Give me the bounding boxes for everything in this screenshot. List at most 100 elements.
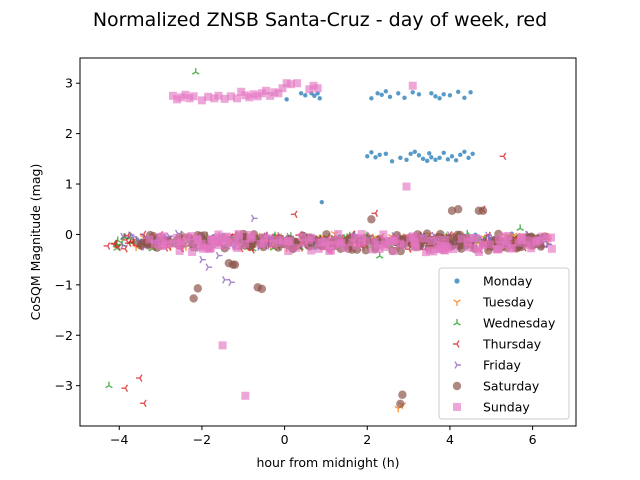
data-point xyxy=(197,96,206,105)
data-point xyxy=(274,89,283,98)
data-point xyxy=(136,241,145,250)
data-point xyxy=(189,92,198,101)
data-point xyxy=(215,251,223,260)
data-point xyxy=(463,243,472,252)
data-point xyxy=(357,238,366,247)
data-point xyxy=(368,245,377,254)
data-point xyxy=(462,149,467,154)
data-point xyxy=(398,390,407,399)
data-point xyxy=(478,240,487,249)
data-point xyxy=(322,230,331,239)
data-point xyxy=(447,93,453,98)
data-point xyxy=(474,248,483,257)
data-point xyxy=(402,95,407,101)
data-point xyxy=(516,224,525,231)
data-point xyxy=(369,96,374,101)
x-tick-label: 0 xyxy=(281,432,289,447)
data-point xyxy=(429,91,434,96)
data-point xyxy=(286,80,295,89)
legend-marker xyxy=(453,340,460,348)
data-point xyxy=(257,284,267,294)
data-point xyxy=(210,238,219,247)
data-point xyxy=(408,81,417,90)
data-point xyxy=(230,260,240,269)
data-point xyxy=(498,232,507,241)
data-point xyxy=(453,158,459,163)
data-point xyxy=(504,232,513,241)
legend-label: Wednesday xyxy=(483,316,556,331)
data-point xyxy=(425,158,430,164)
data-point xyxy=(120,232,127,241)
data-point xyxy=(341,243,350,252)
data-point xyxy=(449,245,458,254)
data-point xyxy=(319,199,324,205)
data-point xyxy=(443,243,452,252)
data-point xyxy=(357,230,366,239)
data-point xyxy=(445,157,451,162)
y-axis-label: CoSQM Magnitude (mag) xyxy=(28,164,43,321)
data-point xyxy=(206,243,215,252)
legend-marker xyxy=(454,278,460,284)
data-point xyxy=(470,151,475,156)
legend-box xyxy=(438,267,570,420)
data-point xyxy=(389,159,395,164)
data-point xyxy=(416,92,422,97)
data-point xyxy=(172,233,181,242)
data-point xyxy=(198,244,207,253)
data-point xyxy=(293,79,301,88)
data-point xyxy=(377,152,382,157)
legend-label: Friday xyxy=(483,358,521,373)
data-point xyxy=(110,239,117,248)
legend: Monday Tuesday Wednesday Thursday Friday Satu… xyxy=(438,267,570,420)
data-point xyxy=(284,97,289,102)
data-point xyxy=(485,240,494,249)
data-point xyxy=(449,154,455,159)
x-tick-label: −2 xyxy=(193,432,211,447)
data-point xyxy=(328,236,337,245)
data-point xyxy=(234,229,243,238)
data-point xyxy=(362,237,371,246)
data-point xyxy=(468,90,473,95)
legend-marker xyxy=(454,361,461,369)
data-point xyxy=(284,247,293,256)
data-point xyxy=(429,247,438,256)
data-point xyxy=(241,391,250,400)
data-point xyxy=(441,236,450,245)
data-point xyxy=(546,233,555,242)
data-point xyxy=(472,234,481,243)
data-point xyxy=(402,182,411,191)
data-point xyxy=(163,239,172,248)
data-point xyxy=(411,233,420,242)
data-point xyxy=(200,231,209,240)
data-point xyxy=(246,231,255,240)
data-point xyxy=(150,239,159,248)
data-point xyxy=(222,275,229,284)
x-axis-label: hour from midnight (h) xyxy=(256,455,399,470)
data-point xyxy=(465,233,474,242)
data-point xyxy=(155,233,164,242)
data-point xyxy=(398,155,403,161)
data-point xyxy=(380,243,389,252)
x-tick-label: 4 xyxy=(446,432,454,447)
legend-marker xyxy=(453,403,461,411)
y-tick-label: 3 xyxy=(65,76,73,91)
data-point xyxy=(214,91,223,100)
data-point xyxy=(433,235,442,244)
data-point xyxy=(214,241,223,250)
data-point xyxy=(222,241,231,250)
data-point xyxy=(279,236,288,245)
data-point xyxy=(494,235,503,244)
data-point xyxy=(410,90,415,95)
data-point xyxy=(462,95,467,101)
data-point xyxy=(241,239,250,248)
data-point xyxy=(365,154,370,159)
data-point xyxy=(305,85,314,94)
data-point xyxy=(233,94,242,103)
data-point xyxy=(253,92,262,101)
data-point xyxy=(278,84,287,93)
data-point xyxy=(175,246,184,255)
data-point xyxy=(412,243,421,252)
legend-label: Monday xyxy=(483,274,533,289)
y-axis-ticks: −3 −2 −1 0 1 2 3 xyxy=(55,76,80,393)
